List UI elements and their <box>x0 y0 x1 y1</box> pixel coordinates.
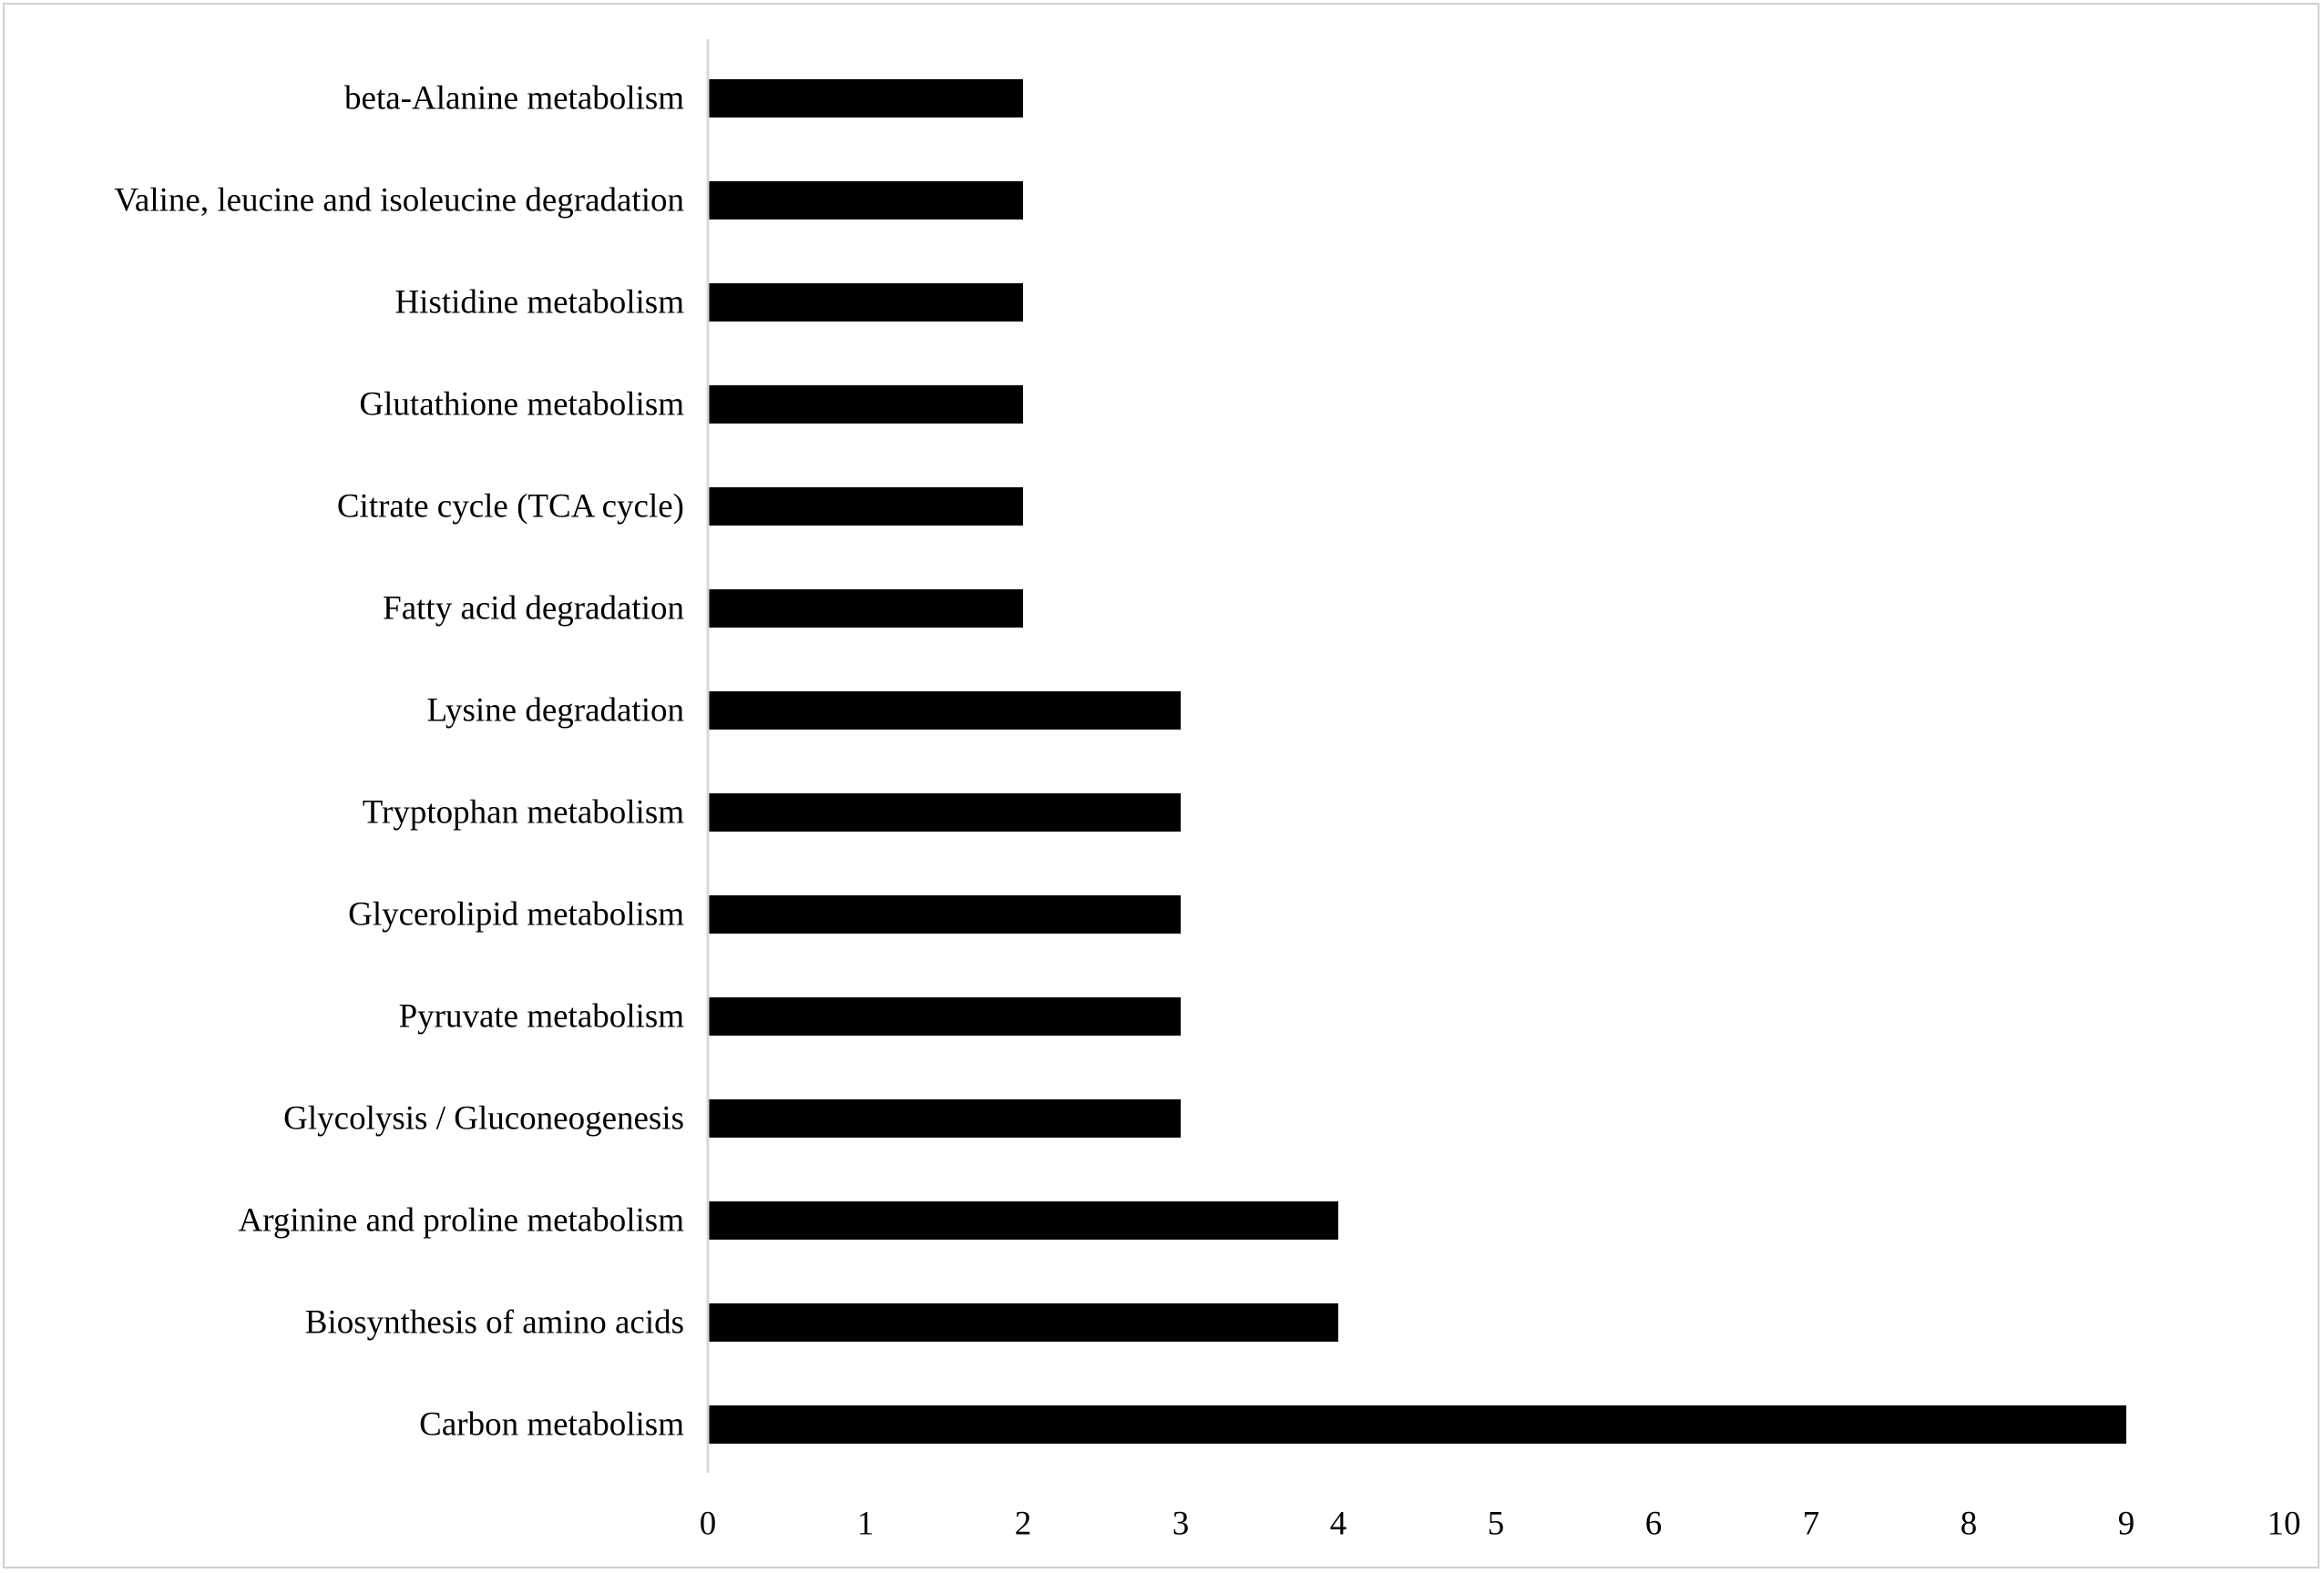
category-label: Lysine degradation <box>426 692 684 730</box>
bar <box>708 589 1023 628</box>
x-tick-label: 3 <box>1172 1506 1190 1543</box>
x-tick-label: 9 <box>2118 1506 2135 1543</box>
x-tick-labels: 0 1 2 3 4 5 6 7 8 9 10 <box>700 1506 2301 1543</box>
bar <box>708 793 1181 832</box>
bar <box>708 79 1023 117</box>
bar <box>708 1099 1181 1138</box>
category-labels: beta-Alanine metabolism Valine, leucine a… <box>114 80 684 1444</box>
bar <box>708 181 1023 220</box>
x-tick-label: 10 <box>2268 1506 2301 1543</box>
category-label: Tryptophan metabolism <box>363 794 684 832</box>
bar <box>708 1405 2126 1444</box>
chart-area: beta-Alanine metabolism Valine, leucine a… <box>3 3 2319 1568</box>
bar-chart: beta-Alanine metabolism Valine, leucine a… <box>114 39 2301 1543</box>
bars-group <box>708 79 2126 1444</box>
x-tick-label: 2 <box>1015 1506 1032 1543</box>
category-label: Biosynthesis of amino acids <box>305 1304 684 1342</box>
bar <box>708 691 1181 730</box>
category-label: Citrate cycle (TCA cycle) <box>337 488 684 526</box>
x-tick-label: 0 <box>700 1506 717 1543</box>
category-label: Arginine and proline metabolism <box>239 1202 685 1240</box>
x-tick-label: 5 <box>1488 1506 1505 1543</box>
category-label: Carbon metabolism <box>419 1406 684 1444</box>
x-tick-label: 4 <box>1330 1506 1347 1543</box>
category-label: Valine, leucine and isoleucine degradati… <box>114 182 684 220</box>
bar <box>708 997 1181 1036</box>
category-label: Glutathione metabolism <box>359 386 684 424</box>
category-label: Glycerolipid metabolism <box>348 896 684 934</box>
category-label: Pyruvate metabolism <box>399 998 685 1036</box>
x-tick-label: 1 <box>857 1506 875 1543</box>
x-tick-label: 7 <box>1803 1506 1820 1543</box>
category-label: Glycolysis / Gluconeogenesis <box>283 1100 684 1138</box>
x-tick-label: 8 <box>1961 1506 1978 1543</box>
bar <box>708 283 1023 322</box>
bar <box>708 1303 1338 1342</box>
category-label: Histidine metabolism <box>394 284 684 322</box>
bar <box>708 385 1023 424</box>
bar <box>708 487 1023 526</box>
bar <box>708 895 1181 934</box>
bar <box>708 1201 1338 1240</box>
category-label: Fatty acid degradation <box>383 590 684 628</box>
category-label: beta-Alanine metabolism <box>344 80 684 117</box>
x-tick-label: 6 <box>1645 1506 1663 1543</box>
